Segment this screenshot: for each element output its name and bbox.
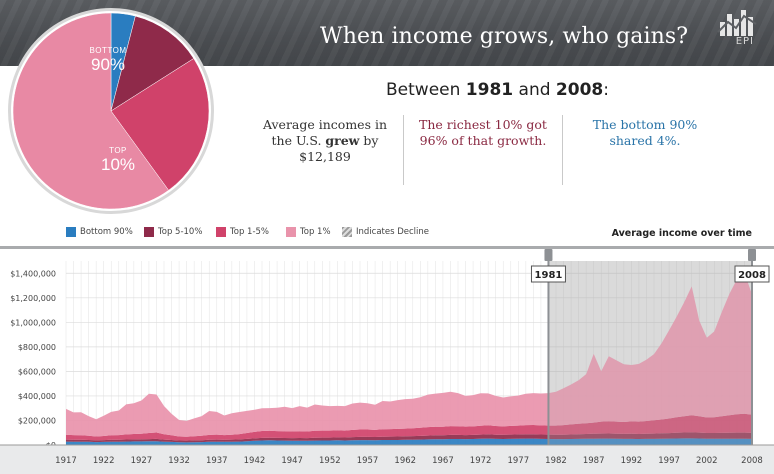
summary-richest: The richest 10% got 96% of that growth. — [416, 117, 550, 149]
x-tick-label: 1982 — [545, 456, 567, 466]
summary-bottom: The bottom 90% shared 4%. — [578, 117, 712, 149]
highlight-start-label-box — [530, 265, 566, 283]
chart-separator — [0, 246, 774, 249]
col1-line3: $12,189 — [299, 149, 351, 164]
pie-label-bottom-big: 90% — [90, 55, 126, 74]
legend-label: Top 5-10% — [158, 227, 203, 237]
x-tick-label: 1927 — [131, 456, 153, 466]
divider — [403, 115, 404, 185]
legend-swatch — [66, 227, 76, 237]
area-chart: 19812008$0$200,000$400,000$600,000$800,0… — [0, 249, 774, 474]
y-tick-label: $600,000 — [18, 367, 56, 376]
col3-line1: The bottom 90% — [592, 117, 698, 132]
legend-item: Indicates Decline — [342, 227, 429, 238]
area-series — [66, 432, 752, 443]
area-series — [66, 413, 752, 441]
epi-logo-icon — [717, 10, 757, 36]
slider-handle — [748, 249, 756, 261]
col1-line1: Average incomes in — [262, 117, 388, 132]
col3-line2: shared 4%. — [609, 133, 681, 148]
x-tick-label: 1987 — [583, 456, 605, 466]
area-series — [66, 438, 752, 445]
pie-chart: BOTTOM 90% TOP 10% — [8, 8, 214, 214]
highlight-start-label: 1981 — [535, 270, 563, 281]
page-title: When income grows, who gains? — [320, 24, 689, 49]
x-tick-label: 2008 — [741, 456, 763, 466]
pie-label-bottom-small: BOTTOM — [89, 46, 127, 55]
highlight-end-label: 2008 — [738, 270, 766, 281]
chart-heading: Average income over time — [611, 228, 752, 239]
legend-swatch — [144, 227, 154, 237]
legend-item: Top 5-10% — [144, 227, 202, 238]
legend-swatch — [216, 227, 226, 237]
x-tick-label: 1967 — [432, 456, 454, 466]
pie-label-top-small: TOP — [109, 146, 127, 155]
col1-line2c: by — [359, 133, 379, 148]
col1-line2b: grew — [325, 133, 360, 148]
x-tick-label: 1997 — [658, 456, 680, 466]
legend-item: Top 1% — [286, 227, 331, 238]
x-tick-label: 1977 — [507, 456, 529, 466]
legend-swatch-decline — [342, 227, 352, 237]
x-tick-label: 1957 — [357, 456, 379, 466]
legend-swatch — [286, 227, 296, 237]
summary-heading: Between 1981 and 2008: — [386, 80, 609, 100]
slider-handle — [544, 249, 553, 261]
x-tick-label: 1992 — [621, 456, 643, 466]
y-tick-label: $200,000 — [18, 416, 56, 425]
year-end: 2008 — [555, 80, 604, 100]
x-tick-label: 1942 — [244, 456, 266, 466]
legend-label: Bottom 90% — [80, 227, 133, 237]
highlight-overlay — [548, 261, 752, 445]
pie-slice — [110, 15, 195, 112]
y-tick-label: $1,400,000 — [10, 269, 56, 278]
pie-label-top: TOP 10% — [88, 146, 148, 175]
between-prefix: Between — [386, 80, 466, 100]
x-tick-label: 2002 — [696, 456, 718, 466]
y-tick-label: $1,000,000 — [10, 318, 56, 327]
x-tick-label: 1972 — [470, 456, 492, 466]
year-start: 1981 — [465, 80, 514, 100]
x-tick-label: 1962 — [394, 456, 416, 466]
legend-item: Top 1-5% — [216, 227, 269, 238]
pie-slice — [12, 12, 169, 210]
x-tick-label: 1932 — [168, 456, 190, 466]
col2-line2: 96% of that growth. — [419, 133, 547, 148]
pie-label-top-big: 10% — [100, 155, 136, 174]
y-tick-label: $400,000 — [18, 392, 56, 401]
logo-text: EPI — [735, 36, 754, 47]
area-series — [66, 272, 752, 437]
between-and: and — [513, 80, 556, 100]
x-tick-label: 1952 — [319, 456, 341, 466]
col2-line1: The richest 10% got — [419, 117, 547, 132]
x-axis-band — [0, 445, 774, 474]
col1-line2a: the U.S. — [271, 133, 326, 148]
highlight-end-label-box — [734, 265, 770, 283]
legend-label: Top 1-5% — [230, 227, 270, 237]
col1-line2: the U.S. grew by — [258, 133, 392, 149]
y-tick-label: $800,000 — [18, 343, 56, 352]
pie-label-bottom: BOTTOM 90% — [78, 46, 138, 75]
legend-item: Bottom 90% — [66, 227, 133, 238]
legend-label: Top 1% — [300, 227, 331, 237]
x-tick-label: 1917 — [55, 456, 77, 466]
legend-label: Indicates Decline — [356, 227, 430, 237]
between-suffix: : — [603, 80, 609, 100]
pie-slice — [110, 58, 210, 191]
summary-average-income: Average incomes in the U.S. grew by $12,… — [258, 117, 392, 165]
x-tick-label: 1922 — [93, 456, 115, 466]
divider — [562, 115, 563, 185]
x-tick-label: 1937 — [206, 456, 228, 466]
y-tick-label: $1,200,000 — [10, 294, 56, 303]
x-tick-label: 1947 — [281, 456, 303, 466]
